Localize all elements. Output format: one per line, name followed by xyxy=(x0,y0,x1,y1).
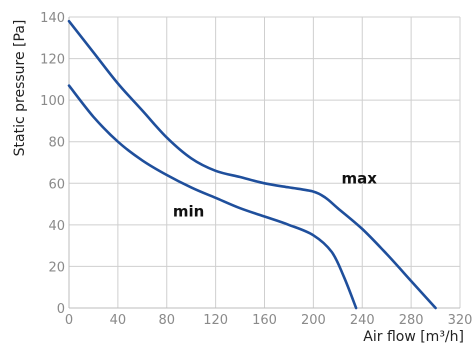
x-tick-label-0: 0 xyxy=(65,313,73,328)
y-tick-label-1: 20 xyxy=(48,260,65,275)
y-tick-label-6: 120 xyxy=(40,53,65,68)
series-lines xyxy=(67,19,437,310)
y-tick-label-4: 80 xyxy=(48,136,65,151)
y-tick-label-5: 100 xyxy=(40,94,65,109)
y-axis-label: Static pressure [Pa] xyxy=(12,20,28,157)
y-tick-label-0: 0 xyxy=(57,302,65,317)
x-tick-label-2: 80 xyxy=(158,313,175,328)
x-tick-label-1: 40 xyxy=(110,313,127,328)
y-tick-label-7: 140 xyxy=(40,11,65,26)
y-tick-labels: 0 20 40 60 80 100 120 140 xyxy=(40,11,65,317)
series-line-max xyxy=(67,19,437,310)
x-tick-label-6: 240 xyxy=(350,313,375,328)
y-tick-label-2: 40 xyxy=(48,219,65,234)
x-tick-labels: 0 40 80 120 160 200 240 280 320 xyxy=(65,313,473,328)
x-tick-label-7: 280 xyxy=(399,313,424,328)
series-line-min xyxy=(67,84,358,310)
axes xyxy=(68,17,460,309)
y-tick-label-3: 60 xyxy=(48,177,65,192)
x-axis-label: Air flow [m³/h] xyxy=(363,329,464,345)
series-label-max: max xyxy=(341,169,377,187)
x-tick-label-3: 120 xyxy=(203,313,228,328)
x-tick-label-4: 160 xyxy=(252,313,277,328)
x-tick-label-5: 200 xyxy=(301,313,326,328)
grid xyxy=(69,16,461,308)
x-tick-label-8: 320 xyxy=(448,313,473,328)
series-label-min: min xyxy=(173,203,204,221)
series-labels: max min xyxy=(173,169,377,220)
